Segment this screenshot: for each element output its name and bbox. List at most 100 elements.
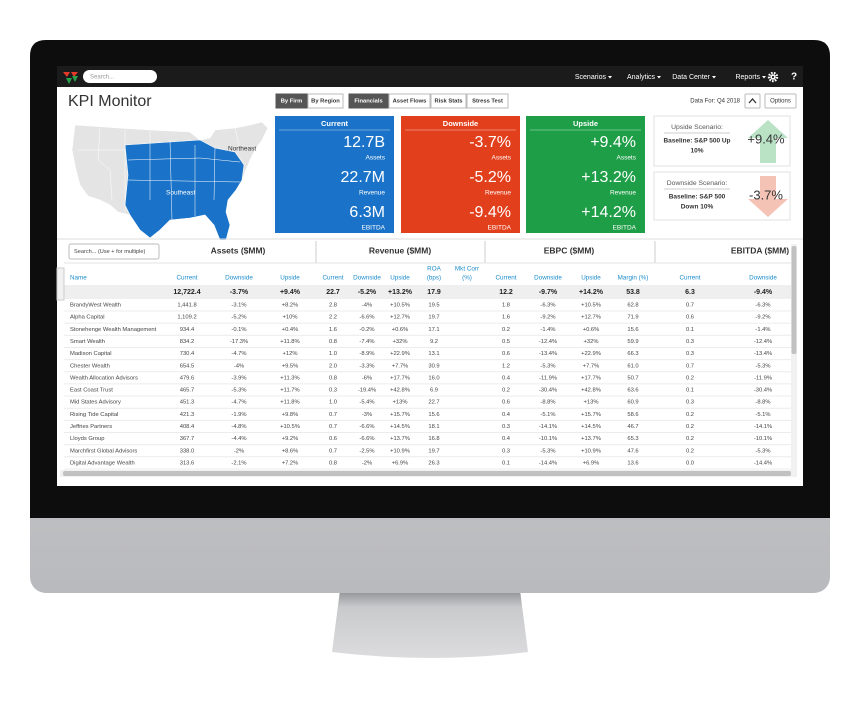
table-cell: -0.1%	[231, 327, 246, 333]
column-header[interactable]: Upside	[581, 275, 601, 282]
nav-bar	[57, 66, 803, 87]
table-cell: 0.4	[502, 375, 511, 381]
column-header[interactable]: Mkt Corr	[455, 266, 479, 273]
table-cell: -4.4%	[231, 436, 246, 442]
column-header[interactable]: Downside	[225, 275, 253, 282]
nav-caret	[712, 76, 716, 79]
column-header[interactable]: Downside	[749, 275, 777, 282]
firm-name: Rising Tide Capital	[70, 412, 118, 418]
column-header[interactable]: ROA	[427, 266, 441, 273]
table-cell: +13.7%	[581, 436, 601, 442]
scenario-baseline: 10%	[690, 148, 703, 155]
table-cell: 730.4	[180, 351, 195, 357]
nav-menu: Scenarios Analytics Data Center Reports	[575, 74, 766, 81]
table-cell: 0.0	[686, 460, 694, 466]
nav-item[interactable]: Reports	[735, 74, 760, 81]
table-cell: 19.7	[428, 448, 439, 454]
table-cell: 408.4	[180, 424, 195, 430]
table-cell: 46.7	[627, 424, 638, 430]
nav-item[interactable]: Data Center	[672, 74, 710, 81]
table-cell: 834.2	[180, 339, 195, 345]
table-cell: -4%	[234, 363, 244, 369]
column-header[interactable]: Upside	[280, 275, 300, 282]
search-box[interactable]	[83, 70, 157, 83]
side-toggle[interactable]	[56, 267, 65, 301]
table-cell: 0.4	[502, 436, 511, 442]
kpi-value: -3.7%	[469, 134, 511, 151]
table-cell: -10.1%	[754, 436, 772, 442]
table-cell: +17.7%	[390, 375, 410, 381]
total-cell: 6.3	[685, 289, 695, 296]
table-cell: 0.6	[502, 400, 510, 406]
v-scroll-thumb[interactable]	[791, 246, 797, 354]
toggle-button[interactable]	[348, 93, 389, 109]
toggle-label: Risk Stats	[434, 99, 462, 105]
us-map: Northeast Southeast	[71, 121, 269, 241]
table-cell: 66.3	[627, 351, 638, 357]
table-search[interactable]	[68, 243, 160, 260]
table-cell: 2.0	[329, 363, 337, 369]
kpi-label: Assets	[491, 155, 511, 162]
total-cell: +9.4%	[280, 289, 301, 296]
table-cell: 61.0	[627, 363, 638, 369]
column-header[interactable]: Upside	[390, 275, 410, 282]
settings-icon[interactable]	[767, 71, 779, 83]
toggle-button[interactable]	[430, 93, 467, 109]
table-cell: 0.3	[686, 400, 694, 406]
table-cell: 451.3	[180, 400, 195, 406]
toggle-label: By Firm	[281, 99, 303, 105]
table-cell: 1.2	[502, 363, 510, 369]
toggle-button[interactable]	[466, 93, 509, 109]
table-cell: -5.4%	[359, 400, 374, 406]
toggle-button[interactable]	[307, 93, 344, 109]
table-cell: -5.3%	[231, 388, 246, 394]
table-cell: -5.1%	[755, 412, 770, 418]
table-cell: 0.2	[502, 388, 510, 394]
kpi-label: Assets	[616, 155, 636, 162]
options-label: Options	[770, 99, 791, 105]
collapse-button[interactable]	[744, 93, 761, 109]
table-cell: -1.4%	[540, 327, 555, 333]
v-scrollbar[interactable]	[791, 244, 797, 470]
table-cell: -8.9%	[359, 351, 374, 357]
table-cell: 62.8	[627, 303, 638, 309]
table-cell: -17.3%	[230, 339, 248, 345]
column-header[interactable]: Current	[680, 275, 701, 282]
h-scroll-thumb[interactable]	[63, 471, 791, 476]
table-cell: +6.9%	[583, 460, 600, 466]
nav-item[interactable]: Scenarios	[575, 74, 607, 81]
toggle-button[interactable]	[275, 93, 308, 109]
table-cell: -4.8%	[231, 424, 246, 430]
column-group: EBPC ($MM)	[544, 245, 595, 255]
help-icon[interactable]: ?	[791, 72, 797, 83]
column-header[interactable]: Name	[70, 275, 87, 282]
toggle-button[interactable]	[388, 93, 431, 109]
column-header[interactable]: Current	[177, 275, 198, 282]
table-cell: -3.3%	[359, 363, 374, 369]
table-cell: +10.9%	[581, 448, 601, 454]
column-header[interactable]: (bps)	[427, 275, 441, 282]
table-cell: -8.8%	[540, 400, 555, 406]
column-header[interactable]: (%)	[462, 275, 472, 282]
table-cell: 421.3	[180, 412, 195, 418]
column-header[interactable]: Margin (%)	[618, 275, 649, 282]
kpi-value: 12.7B	[343, 134, 385, 151]
table-cell: -6%	[362, 375, 372, 381]
firm-name: Lloyds Group	[70, 436, 104, 442]
table-cell: 0.3	[329, 388, 337, 394]
column-header[interactable]: Downside	[534, 275, 562, 282]
table-cell: -4%	[362, 303, 372, 309]
options-button[interactable]	[764, 93, 797, 109]
table-cell: -6.3%	[540, 303, 555, 309]
nav-item[interactable]: Analytics	[627, 74, 656, 81]
table-cell: 71.9	[627, 315, 638, 321]
column-header[interactable]: Current	[323, 275, 344, 282]
table-cell: +13%	[393, 400, 408, 406]
kpi-label: Revenue	[610, 190, 636, 197]
table-cell: 0.8	[329, 339, 337, 345]
column-header[interactable]: Downside	[353, 275, 381, 282]
table-cell: 13.6	[627, 460, 638, 466]
column-header[interactable]: Current	[496, 275, 517, 282]
column-group: Revenue ($MM)	[369, 245, 432, 255]
table-cell: -19.4%	[358, 388, 376, 394]
